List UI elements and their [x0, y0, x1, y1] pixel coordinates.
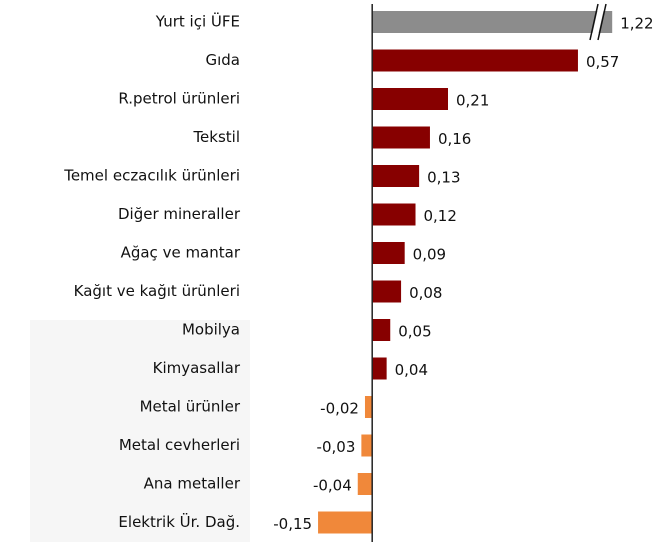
bar	[372, 242, 405, 264]
category-label: Kimyasallar	[153, 359, 241, 377]
value-label: -0,03	[317, 438, 356, 456]
value-label: -0,04	[313, 477, 352, 495]
category-label: Kağıt ve kağıt ürünleri	[74, 282, 240, 300]
category-label: Gıda	[205, 51, 240, 69]
bar	[318, 511, 373, 534]
category-label: Yurt içi ÜFE	[155, 12, 240, 31]
value-label: 0,57	[586, 53, 619, 71]
bar	[372, 280, 402, 303]
category-label: R.petrol ürünleri	[118, 90, 240, 108]
value-label: 0,16	[438, 130, 471, 148]
bar	[357, 473, 373, 495]
bar	[364, 396, 373, 418]
category-label: Temel eczacılık ürünleri	[63, 167, 240, 185]
value-label: -0,02	[320, 400, 359, 418]
bar	[372, 165, 420, 187]
axis-break-mark	[589, 3, 599, 41]
value-label: 0,05	[398, 323, 431, 341]
category-label: Ana metaller	[144, 475, 241, 493]
category-label: Elektrik Ür. Dağ.	[118, 512, 240, 531]
value-label: 1,22	[620, 15, 653, 33]
bar	[372, 319, 391, 341]
value-label: 0,12	[424, 207, 457, 225]
category-label: Diğer mineraller	[118, 205, 241, 223]
value-label: 0,04	[395, 361, 428, 379]
value-label: 0,09	[413, 246, 446, 264]
value-label: -0,15	[273, 515, 312, 533]
value-label: 0,13	[427, 169, 460, 187]
bar	[372, 49, 578, 72]
bar	[372, 357, 387, 380]
category-label: Mobilya	[182, 321, 240, 339]
bar	[372, 203, 416, 226]
axis-break-gap	[591, 4, 605, 40]
category-label: Metal ürünler	[140, 398, 241, 416]
bar	[372, 88, 448, 110]
bar	[372, 126, 430, 149]
axis-break-mark	[597, 3, 607, 41]
bar	[372, 11, 613, 33]
category-label: Ağaç ve mantar	[121, 244, 241, 262]
value-label: 0,08	[409, 284, 442, 302]
value-label: 0,21	[456, 92, 489, 110]
category-label: Tekstil	[192, 128, 240, 146]
background-panel	[30, 320, 250, 542]
category-label: Metal cevherleri	[119, 436, 240, 454]
bar	[361, 434, 373, 457]
